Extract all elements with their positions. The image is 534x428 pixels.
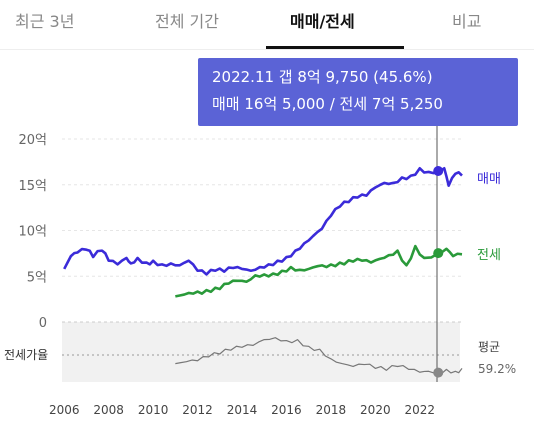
legend-sale: 매매 [477,172,501,187]
y-tick-label: 15억 [18,179,47,194]
average-value: 59.2% [478,362,516,376]
y-axis-ticks: 20억 15억 10억 5억 0 [18,133,47,331]
tab-sale-jeonse[interactable]: 매매/전세 [290,12,355,31]
tab-bar: 최근 3년 전체 기간 매매/전세 비교 [0,0,534,50]
x-tick-label: 2008 [93,403,124,417]
x-axis-ticks: 2006 2008 2010 2012 2014 2016 2018 2020 2022 [49,403,435,417]
y-tick-label: 0 [39,316,47,331]
gridlines [62,138,462,323]
legend-jeonse: 전세 [477,248,501,263]
y-tick-label: 10억 [18,225,47,240]
y-tick-label: 20억 [18,133,47,148]
x-tick-label: 2010 [138,403,169,417]
tooltip: 2022.11 갭 8억 9,750 (45.6%) 매매 16억 5,000 … [198,58,518,126]
marker-ratio [433,367,444,378]
x-tick-label: 2022 [405,403,436,417]
ratio-axis-label: 전세가율 [4,348,48,362]
active-tab-indicator [266,46,404,49]
tabs-divider [0,49,534,50]
series-line-jeonse [175,244,463,298]
series-group [63,166,463,374]
x-tick-label: 2012 [182,403,213,417]
marker-sale [433,166,444,177]
tooltip-price-line: 매매 16억 5,000 / 전세 7억 5,250 [212,95,443,113]
x-tick-label: 2016 [271,403,302,417]
y-tick-label: 5억 [27,270,47,285]
x-tick-label: 2020 [360,403,391,417]
ratio-panel-background [62,322,460,382]
series-line-ratio [175,337,463,374]
x-tick-label: 2006 [49,403,80,417]
series-line-sale [63,166,463,276]
tab-compare[interactable]: 비교 [452,12,482,31]
tab-all-period[interactable]: 전체 기간 [155,12,219,31]
crosshair-markers [433,166,444,378]
average-label: 평균 [478,340,500,354]
x-tick-label: 2014 [227,403,258,417]
tooltip-gap-line: 2022.11 갭 8억 9,750 (45.6%) [212,68,433,86]
x-tick-label: 2018 [316,403,347,417]
marker-jeonse [433,248,444,259]
tab-recent-3-years[interactable]: 최근 3년 [15,12,75,31]
